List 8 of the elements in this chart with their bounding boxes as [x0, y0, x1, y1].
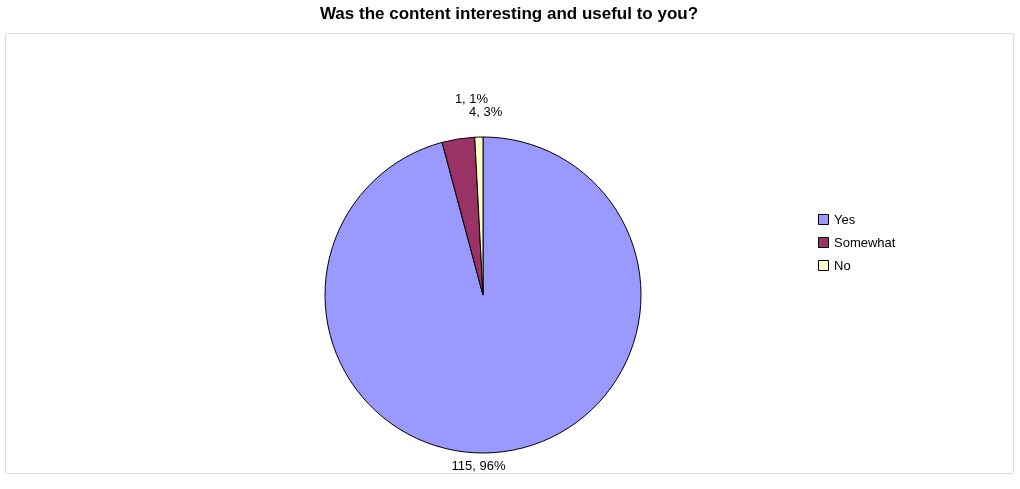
- legend-label: No: [834, 257, 851, 273]
- data-label: 1, 1%: [454, 91, 489, 107]
- legend-label: Somewhat: [834, 234, 896, 250]
- chart-title: Was the content interesting and useful to you?: [319, 4, 699, 23]
- legend-label: Yes: [834, 211, 856, 227]
- pie-slice: [324, 136, 642, 454]
- data-label: 115, 96%: [451, 457, 506, 473]
- data-label: 4, 3%: [468, 104, 503, 120]
